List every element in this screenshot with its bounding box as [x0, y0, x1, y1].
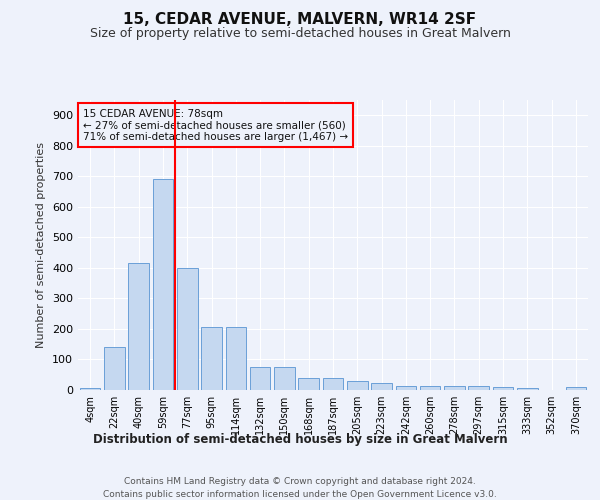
Bar — [420, 386, 440, 390]
Bar — [298, 378, 319, 390]
Bar — [80, 388, 100, 390]
Y-axis label: Number of semi-detached properties: Number of semi-detached properties — [37, 142, 46, 348]
Bar — [104, 348, 125, 390]
Bar — [395, 386, 416, 390]
Text: Size of property relative to semi-detached houses in Great Malvern: Size of property relative to semi-detach… — [89, 28, 511, 40]
Bar — [274, 367, 295, 390]
Bar — [152, 180, 173, 390]
Bar — [493, 388, 514, 390]
Bar — [347, 382, 368, 390]
Bar — [323, 378, 343, 390]
Bar — [128, 264, 149, 390]
Bar — [469, 386, 489, 390]
Text: 15 CEDAR AVENUE: 78sqm
← 27% of semi-detached houses are smaller (560)
71% of se: 15 CEDAR AVENUE: 78sqm ← 27% of semi-det… — [83, 108, 348, 142]
Bar — [177, 268, 197, 390]
Text: 15, CEDAR AVENUE, MALVERN, WR14 2SF: 15, CEDAR AVENUE, MALVERN, WR14 2SF — [124, 12, 476, 28]
Bar — [201, 328, 222, 390]
Bar — [226, 328, 246, 390]
Bar — [566, 388, 586, 390]
Bar — [371, 384, 392, 390]
Bar — [517, 388, 538, 390]
Text: Distribution of semi-detached houses by size in Great Malvern: Distribution of semi-detached houses by … — [92, 432, 508, 446]
Text: Contains HM Land Registry data © Crown copyright and database right 2024.: Contains HM Land Registry data © Crown c… — [124, 478, 476, 486]
Bar — [444, 386, 465, 390]
Bar — [250, 367, 271, 390]
Text: Contains public sector information licensed under the Open Government Licence v3: Contains public sector information licen… — [103, 490, 497, 499]
